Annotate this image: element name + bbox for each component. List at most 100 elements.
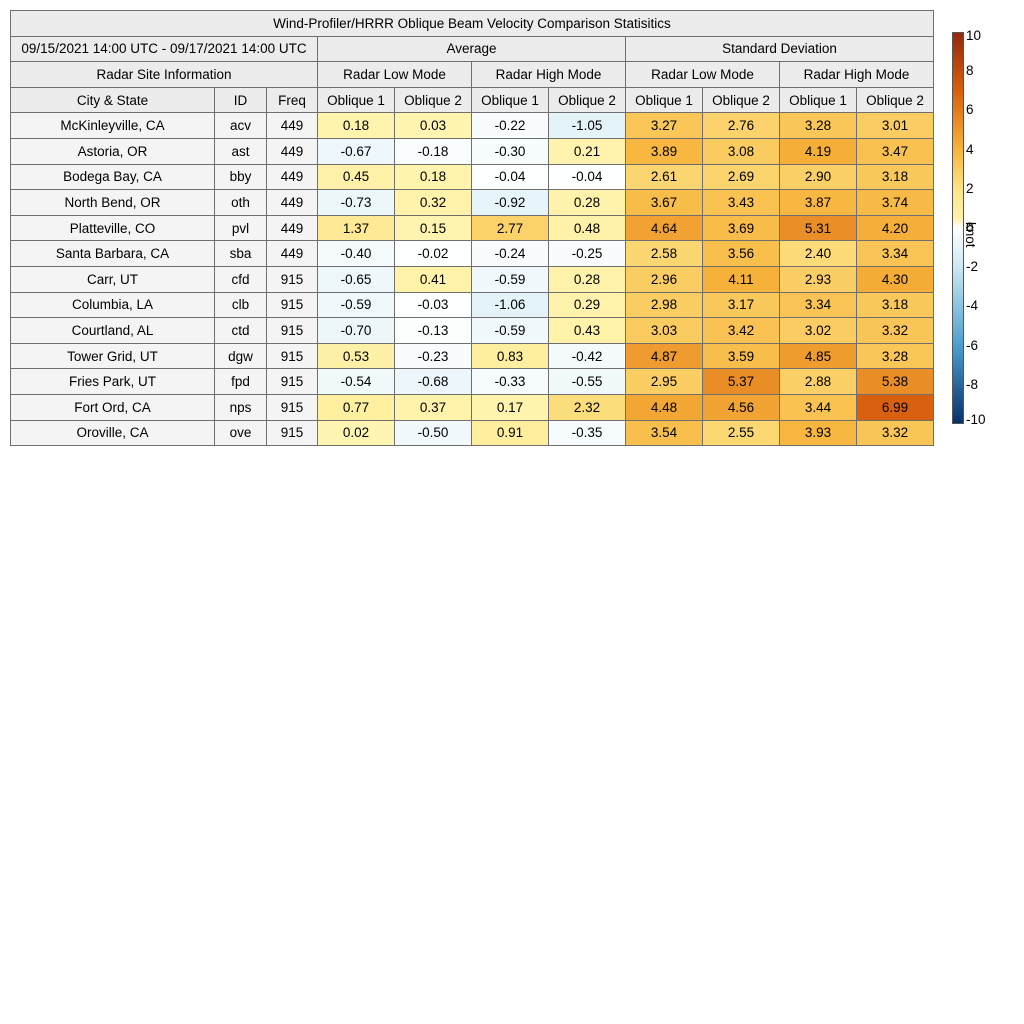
city-state-cell: Oroville, CA bbox=[10, 419, 215, 447]
avg-high-mode-header: Radar High Mode bbox=[471, 61, 626, 88]
std-low-oblique2-cell: 3.42 bbox=[702, 317, 780, 344]
id-cell: acv bbox=[214, 112, 267, 139]
avg-high-oblique2-cell: 2.32 bbox=[548, 393, 626, 421]
std-high-oblique1-cell: 2.88 bbox=[779, 368, 857, 395]
comparison-table: Wind-Profiler/HRRR Oblique Beam Velocity… bbox=[10, 10, 934, 447]
avg-low-oblique1-cell: 0.45 bbox=[317, 163, 395, 191]
city-state-header: City & State bbox=[10, 86, 215, 114]
std-high-oblique1-cell: 3.34 bbox=[779, 291, 857, 319]
std-low-oblique2-header: Oblique 2 bbox=[702, 86, 780, 114]
freq-cell: 915 bbox=[266, 342, 318, 370]
avg-low-oblique1-cell: -0.54 bbox=[317, 368, 395, 395]
std-low-oblique1-cell: 2.95 bbox=[625, 368, 703, 395]
std-low-oblique1-cell: 2.96 bbox=[625, 265, 703, 293]
avg-high-oblique1-cell: -0.59 bbox=[471, 265, 549, 293]
avg-low-oblique2-header: Oblique 2 bbox=[394, 86, 472, 114]
std-high-oblique1-cell: 3.02 bbox=[779, 317, 857, 344]
std-high-oblique2-cell: 3.18 bbox=[856, 291, 934, 319]
std-low-oblique2-cell: 3.56 bbox=[702, 240, 780, 267]
std-low-oblique1-cell: 2.58 bbox=[625, 240, 703, 267]
std-high-oblique2-cell: 3.28 bbox=[856, 342, 934, 370]
avg-high-oblique1-cell: -0.22 bbox=[471, 112, 549, 139]
avg-low-oblique2-cell: -0.18 bbox=[394, 137, 472, 165]
std-low-oblique1-cell: 3.03 bbox=[625, 317, 703, 344]
city-state-cell: Fries Park, UT bbox=[10, 368, 215, 395]
freq-cell: 449 bbox=[266, 214, 318, 242]
std-high-oblique2-cell: 3.47 bbox=[856, 137, 934, 165]
std-low-oblique2-cell: 3.43 bbox=[702, 189, 780, 216]
avg-high-oblique1-header: Oblique 1 bbox=[471, 86, 549, 114]
std-high-oblique2-cell: 3.74 bbox=[856, 189, 934, 216]
std-high-oblique1-cell: 3.87 bbox=[779, 189, 857, 216]
colorbar-tick-label: -8 bbox=[966, 376, 979, 392]
table-row: Tower Grid, UT dgw 915 0.53 -0.23 0.83 -0.42 4.… bbox=[10, 342, 934, 370]
avg-low-oblique2-cell: -0.50 bbox=[394, 419, 472, 447]
std-high-oblique1-header: Oblique 1 bbox=[779, 86, 857, 114]
city-state-cell: McKinleyville, CA bbox=[10, 112, 215, 139]
freq-header: Freq bbox=[266, 86, 318, 114]
table-row: Santa Barbara, CA sba 449 -0.40 -0.02 -0.24 -0… bbox=[10, 240, 934, 267]
avg-low-oblique1-header: Oblique 1 bbox=[317, 86, 395, 114]
std-high-oblique1-cell: 5.31 bbox=[779, 214, 857, 242]
std-low-oblique2-cell: 3.59 bbox=[702, 342, 780, 370]
table-row: Platteville, CO pvl 449 1.37 0.15 2.77 0.48 4.6… bbox=[10, 214, 934, 242]
colorbar-tick-label: 10 bbox=[966, 28, 982, 43]
std-low-oblique2-cell: 2.69 bbox=[702, 163, 780, 191]
city-state-cell: Astoria, OR bbox=[10, 137, 215, 165]
id-cell: sba bbox=[214, 240, 267, 267]
table-row: McKinleyville, CA acv 449 0.18 0.03 -0.22 -1.0… bbox=[10, 112, 934, 139]
std-low-oblique2-cell: 4.11 bbox=[702, 265, 780, 293]
avg-low-oblique1-cell: -0.65 bbox=[317, 265, 395, 293]
std-low-oblique1-cell: 3.27 bbox=[625, 112, 703, 139]
avg-low-mode-header: Radar Low Mode bbox=[317, 61, 472, 88]
city-state-cell: Fort Ord, CA bbox=[10, 393, 215, 421]
avg-low-oblique1-cell: 1.37 bbox=[317, 214, 395, 242]
id-cell: ast bbox=[214, 137, 267, 165]
avg-low-oblique1-cell: -0.67 bbox=[317, 137, 395, 165]
freq-cell: 915 bbox=[266, 419, 318, 447]
table-row: Fries Park, UT fpd 915 -0.54 -0.68 -0.33 -0.55… bbox=[10, 368, 934, 395]
freq-cell: 449 bbox=[266, 163, 318, 191]
std-low-oblique2-cell: 5.37 bbox=[702, 368, 780, 395]
std-low-oblique1-cell: 2.61 bbox=[625, 163, 703, 191]
std-low-oblique1-cell: 4.64 bbox=[625, 214, 703, 242]
colorbar-tick-label: -4 bbox=[966, 298, 979, 314]
table-row: North Bend, OR oth 449 -0.73 0.32 -0.92 0.28 3.… bbox=[10, 189, 934, 216]
table-title: Wind-Profiler/HRRR Oblique Beam Velocity… bbox=[10, 10, 934, 37]
title-row: Wind-Profiler/HRRR Oblique Beam Velocity… bbox=[10, 10, 934, 37]
freq-cell: 915 bbox=[266, 393, 318, 421]
avg-high-oblique2-cell: 0.21 bbox=[548, 137, 626, 165]
avg-low-oblique2-cell: -0.13 bbox=[394, 317, 472, 344]
city-state-cell: Columbia, LA bbox=[10, 291, 215, 319]
avg-high-oblique1-cell: -0.24 bbox=[471, 240, 549, 267]
std-low-oblique2-cell: 3.17 bbox=[702, 291, 780, 319]
colorbar-unit-label: knot bbox=[963, 222, 978, 248]
avg-high-oblique2-cell: 0.48 bbox=[548, 214, 626, 242]
city-state-cell: Santa Barbara, CA bbox=[10, 240, 215, 267]
avg-low-oblique1-cell: -0.59 bbox=[317, 291, 395, 319]
std-high-oblique2-cell: 5.38 bbox=[856, 368, 934, 395]
avg-high-oblique1-cell: -0.30 bbox=[471, 137, 549, 165]
avg-high-oblique2-cell: -0.35 bbox=[548, 419, 626, 447]
std-low-mode-header: Radar Low Mode bbox=[625, 61, 780, 88]
std-low-oblique2-cell: 3.69 bbox=[702, 214, 780, 242]
std-high-oblique2-cell: 3.18 bbox=[856, 163, 934, 191]
avg-high-oblique1-cell: 0.17 bbox=[471, 393, 549, 421]
avg-high-oblique2-cell: -0.42 bbox=[548, 342, 626, 370]
avg-low-oblique1-cell: 0.77 bbox=[317, 393, 395, 421]
table-row: Bodega Bay, CA bby 449 0.45 0.18 -0.04 -0.04 2.… bbox=[10, 163, 934, 191]
table-row: Fort Ord, CA nps 915 0.77 0.37 0.17 2.32 4.48 4.… bbox=[10, 393, 934, 421]
avg-high-oblique1-cell: -0.59 bbox=[471, 317, 549, 344]
id-cell: ctd bbox=[214, 317, 267, 344]
avg-low-oblique1-cell: -0.73 bbox=[317, 189, 395, 216]
std-high-oblique2-cell: 4.20 bbox=[856, 214, 934, 242]
avg-low-oblique1-cell: -0.40 bbox=[317, 240, 395, 267]
std-high-mode-header: Radar High Mode bbox=[779, 61, 934, 88]
std-high-oblique2-cell: 3.32 bbox=[856, 419, 934, 447]
table-row: Courtland, AL ctd 915 -0.70 -0.13 -0.59 0.43 3.… bbox=[10, 317, 934, 344]
std-low-oblique1-cell: 4.87 bbox=[625, 342, 703, 370]
std-high-oblique2-cell: 3.01 bbox=[856, 112, 934, 139]
std-high-oblique1-cell: 3.93 bbox=[779, 419, 857, 447]
avg-low-oblique2-cell: 0.41 bbox=[394, 265, 472, 293]
avg-high-oblique1-cell: 2.77 bbox=[471, 214, 549, 242]
